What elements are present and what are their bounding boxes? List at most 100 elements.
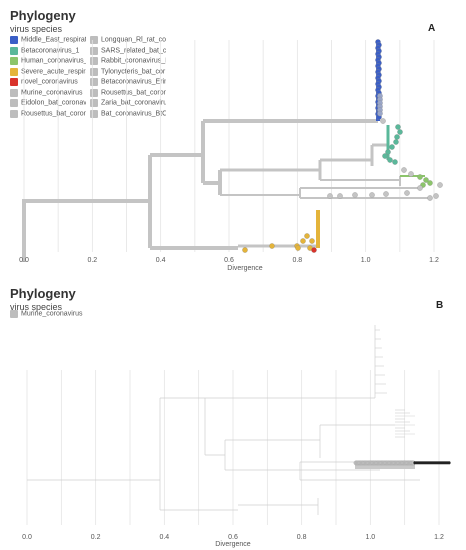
- tip-hku[interactable]: [427, 180, 433, 186]
- legend-item[interactable]: Rousettus_bat_corona: [10, 109, 86, 119]
- tree-chart: 0.0 0.2 0.4 0.6 0.8 1.0 1.2 Divergence: [19, 39, 443, 272]
- tick-label: 0.6: [228, 534, 238, 541]
- legend-swatch: [90, 78, 98, 86]
- tip-hku[interactable]: [423, 177, 429, 183]
- tick-label: 0.8: [292, 257, 302, 264]
- tick-label: 0.4: [156, 257, 166, 264]
- legend-label: Murine_coronavirus: [21, 89, 83, 96]
- legend-item[interactable]: Eidolon_bat_coronav: [10, 99, 86, 108]
- tip[interactable]: [417, 185, 423, 191]
- tip-hku[interactable]: [417, 174, 423, 180]
- legend-item[interactable]: Rabbit_coronavirus_H: [90, 57, 166, 66]
- tip[interactable]: [404, 190, 410, 196]
- legend-swatch: [10, 36, 18, 44]
- legend-swatch: [90, 99, 98, 107]
- tip-beta1[interactable]: [394, 134, 400, 140]
- legend-swatch: [90, 88, 98, 97]
- panel-title: Phylogeny: [10, 8, 76, 23]
- tip[interactable]: [369, 192, 375, 198]
- legend-item[interactable]: Tylonycteris_bat_cor: [90, 67, 166, 77]
- tree-tips: [353, 460, 451, 469]
- tick-label: 1.0: [365, 534, 375, 541]
- tip[interactable]: [352, 192, 358, 198]
- legend-item[interactable]: Middle_East_respirato: [10, 36, 86, 45]
- panel-title: Phylogeny: [10, 286, 76, 301]
- legend-label: novel_coronavirus: [21, 78, 78, 86]
- legend-label: Murine_coronavirus: [21, 310, 83, 318]
- tip[interactable]: [380, 118, 386, 124]
- legend-label: Betacoronavirus_1: [21, 47, 80, 54]
- tree-chart: 0.0 0.2 0.4 0.6 0.8 1.0 1.2 Divergence: [22, 325, 451, 548]
- branch: [22, 199, 150, 262]
- tip-mers-grey[interactable]: [377, 110, 383, 117]
- tip-sars[interactable]: [309, 238, 315, 244]
- legend-swatch: [90, 36, 98, 44]
- legend-label: Rousettus_bat_corona: [21, 110, 86, 117]
- tip[interactable]: [437, 182, 443, 188]
- phylogeny-panel-b: Phylogeny virus species B Murine_coronav…: [0, 282, 466, 550]
- legend-swatch: [10, 109, 18, 118]
- legend-item[interactable]: SARS_related_bat_cor: [90, 46, 166, 56]
- legend-swatch: [10, 88, 18, 97]
- tip-novel[interactable]: [311, 247, 317, 253]
- legend-item[interactable]: Longquan_Rl_rat_coro: [90, 36, 166, 45]
- legend-item[interactable]: novel_coronavirus: [10, 78, 86, 87]
- legend-item[interactable]: Bat_coronavirus_BtC: [90, 109, 166, 119]
- legend-item[interactable]: Betacoronavirus_1: [10, 46, 86, 56]
- tip-beta1[interactable]: [389, 144, 395, 150]
- tip-sars[interactable]: [304, 233, 310, 239]
- legend-item[interactable]: Zaria_bat_coronavirus: [90, 99, 166, 108]
- tree-tips: [242, 39, 443, 253]
- tree-branches: [22, 40, 430, 262]
- tip[interactable]: [337, 193, 343, 199]
- legend-item[interactable]: Rousettus_bat_corona: [90, 88, 166, 98]
- legend-swatch: [90, 67, 98, 76]
- legend-swatch: [90, 46, 98, 55]
- tip[interactable]: [408, 171, 414, 177]
- tip-beta1[interactable]: [382, 153, 388, 159]
- tip-sars[interactable]: [269, 243, 275, 249]
- tip-beta1[interactable]: [393, 139, 399, 145]
- legend-swatch: [10, 310, 18, 318]
- legend-swatch: [90, 57, 98, 65]
- tip[interactable]: [401, 167, 407, 173]
- tip-murine-dark[interactable]: [447, 461, 451, 465]
- legend-swatch: [10, 78, 18, 86]
- legend-item[interactable]: Human_coronavirus_H: [10, 57, 86, 66]
- legend-label: Human_coronavirus_H: [21, 57, 86, 65]
- tip-beta1[interactable]: [385, 149, 391, 155]
- legend-swatch: [10, 99, 18, 107]
- tip-beta1[interactable]: [397, 129, 403, 135]
- legend-label: Zaria_bat_coronavirus: [101, 99, 166, 107]
- legend-swatch: [10, 57, 18, 65]
- tip[interactable]: [327, 193, 333, 199]
- tip-beta1[interactable]: [387, 157, 393, 163]
- tip-sars[interactable]: [300, 238, 306, 244]
- tick-label: 0.0: [19, 257, 29, 264]
- legend-item[interactable]: Murine_coronavirus: [10, 88, 86, 98]
- tip[interactable]: [427, 195, 433, 201]
- axis-title: Divergence: [227, 265, 263, 272]
- tick-label: 0.2: [91, 534, 101, 541]
- tip-beta1[interactable]: [395, 124, 401, 130]
- legend-label: Tylonycteris_bat_cor: [101, 68, 166, 75]
- legend-label: Severe_acute_respirat: [21, 68, 86, 75]
- tip-beta1[interactable]: [392, 159, 398, 165]
- tip-sars[interactable]: [295, 245, 301, 251]
- legend-item[interactable]: Severe_acute_respirat: [10, 67, 86, 77]
- legend-item[interactable]: Murine_coronavirus: [10, 310, 126, 319]
- legend-swatch: [10, 67, 18, 76]
- tip[interactable]: [433, 193, 439, 199]
- tick-label: 0.4: [159, 534, 169, 541]
- axis-ticks: 0.0 0.2 0.4 0.6 0.8 1.0 1.2: [19, 257, 439, 264]
- legend-label: Rousettus_bat_corona: [101, 89, 166, 96]
- legend-label: Eidolon_bat_coronav: [21, 99, 86, 107]
- tip-sars[interactable]: [242, 247, 248, 253]
- tick-label: 1.2: [434, 534, 444, 541]
- legend-swatch: [90, 109, 98, 118]
- legend-item[interactable]: Betacoronavirus_Erin: [90, 78, 166, 87]
- tree-branches: [27, 325, 420, 515]
- tick-label: 1.2: [429, 257, 439, 264]
- tip[interactable]: [383, 191, 389, 197]
- tick-label: 0.6: [224, 257, 234, 264]
